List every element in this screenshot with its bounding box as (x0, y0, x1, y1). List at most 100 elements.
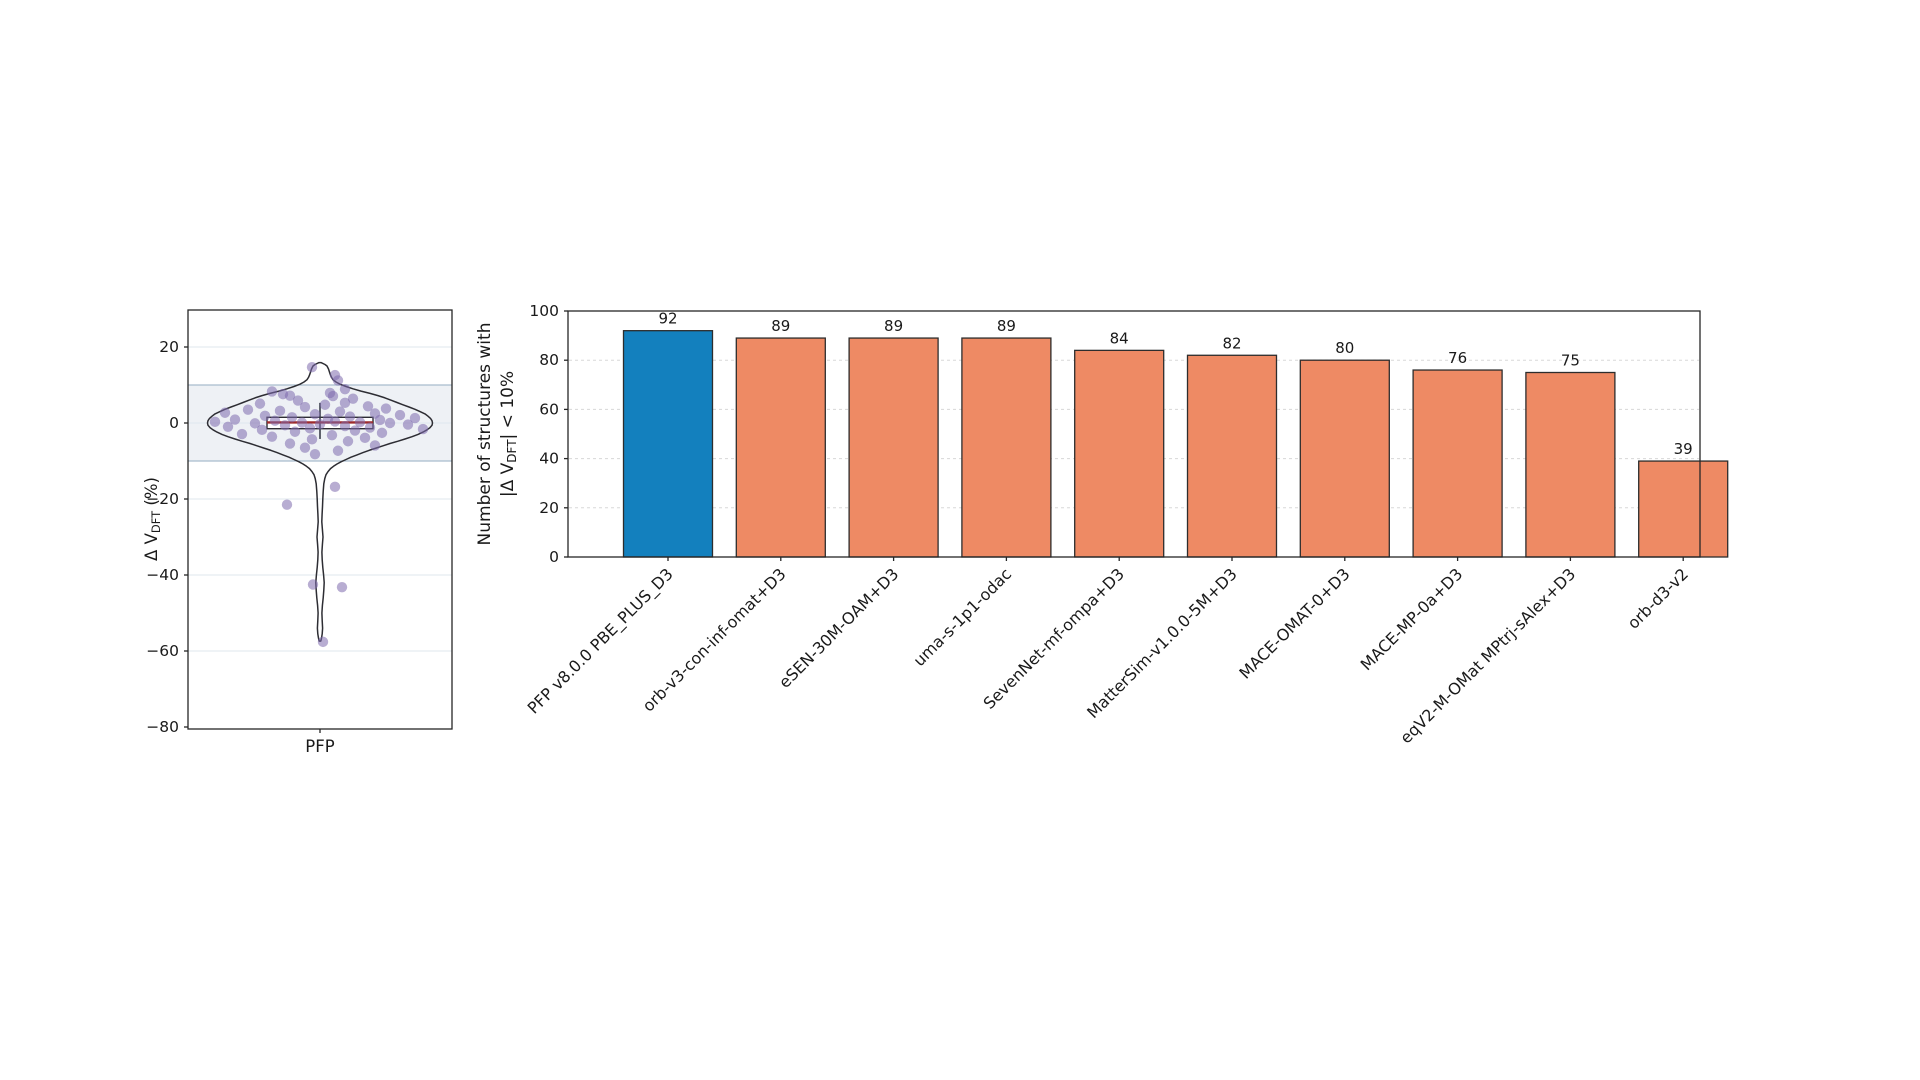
data-point (417, 423, 429, 435)
data-point (209, 416, 221, 428)
data-point (402, 419, 414, 430)
y-tick-label: 0 (549, 548, 559, 566)
y-tick-label: −40 (146, 566, 179, 584)
y-tick-label: −20 (146, 490, 179, 508)
data-point (347, 393, 359, 404)
data-point (332, 375, 344, 386)
y-tick-label: 100 (529, 302, 559, 320)
bar (735, 337, 826, 558)
data-point (236, 428, 248, 440)
bar (1074, 349, 1165, 558)
data-point (266, 386, 278, 397)
data-point (362, 401, 374, 412)
data-point (274, 405, 286, 417)
data-point (339, 397, 351, 409)
bar (622, 330, 714, 558)
data-point (299, 401, 311, 413)
data-point (222, 421, 234, 432)
bar-value-label: 89 (771, 317, 790, 335)
data-point (307, 579, 319, 590)
data-point (327, 390, 339, 402)
bar (961, 337, 1052, 558)
y-axis-label-line2: |Δ VDFT| < 10% (498, 371, 519, 497)
data-point (339, 383, 351, 395)
x-tick-label: eSEN-30M-OAM+D3 (775, 564, 902, 691)
y-tick-label: 40 (539, 450, 559, 468)
data-point (306, 434, 318, 445)
data-point (306, 361, 318, 373)
data-point (354, 417, 366, 428)
bar-value-label: 75 (1561, 352, 1580, 370)
data-point (317, 636, 329, 648)
data-point (266, 431, 278, 442)
data-point (309, 448, 321, 460)
data-point (380, 403, 392, 414)
x-tick-label: eqV2-M-OMat MPtrj-sAlex+D3 (1396, 564, 1579, 747)
bar-value-label: 39 (1674, 440, 1693, 458)
bar-value-label: 76 (1448, 349, 1467, 367)
bar-value-label: 84 (1110, 329, 1129, 347)
data-point (369, 440, 381, 451)
bar (1299, 359, 1390, 558)
bar-value-label: 82 (1222, 334, 1241, 352)
x-tick-label: uma-s-1p1-odac (909, 564, 1015, 670)
x-tick-label: MACE-OMAT-0+D3 (1235, 564, 1353, 682)
data-point (314, 418, 326, 430)
data-point (339, 420, 351, 432)
bar-value-label: 89 (884, 317, 903, 335)
data-point (329, 481, 341, 493)
data-point (254, 398, 266, 409)
y-tick-label: 20 (539, 499, 559, 517)
data-point (284, 438, 296, 449)
data-point (281, 499, 293, 510)
data-point (256, 424, 268, 436)
axes-spines (567, 310, 1701, 558)
bar (848, 337, 939, 558)
data-point (249, 418, 261, 429)
bar (1638, 460, 1729, 558)
data-point (349, 425, 361, 436)
bar-value-label: 92 (658, 310, 677, 328)
data-point (296, 417, 308, 428)
data-point (329, 416, 341, 427)
y-tick-label: 0 (169, 414, 179, 432)
data-point (319, 399, 331, 410)
data-point (376, 427, 388, 439)
y-axis-label: Δ VDFT (%) (142, 477, 163, 561)
bar (1525, 371, 1616, 558)
data-point (409, 412, 421, 424)
data-point (364, 422, 376, 433)
x-tick-label: MACE-MP-0a+D3 (1357, 564, 1467, 674)
y-tick-label: 80 (539, 351, 559, 369)
y-tick-label: 20 (159, 338, 179, 356)
data-point (304, 423, 316, 434)
data-point (359, 432, 371, 444)
data-point (394, 409, 406, 421)
data-point (332, 445, 344, 456)
y-axis-label-line1: Number of structures with (475, 323, 495, 546)
data-point (286, 412, 298, 423)
data-point (229, 414, 241, 425)
y-tick-label: 60 (539, 400, 559, 418)
data-point (242, 404, 254, 415)
data-point (374, 414, 386, 426)
data-point (219, 407, 231, 418)
violin-plot: 20 0 −20 −40 −60 −80 PFP Δ VDFT (%) (142, 309, 453, 756)
bar-value-label: 80 (1335, 339, 1354, 357)
data-point (384, 417, 396, 429)
data-point (326, 429, 338, 441)
data-point (342, 436, 354, 447)
bar (1186, 354, 1278, 558)
axes-spines (187, 309, 453, 730)
y-tick-label: −80 (146, 718, 179, 736)
data-point (259, 410, 271, 421)
bar (1412, 369, 1503, 558)
data-point (299, 442, 311, 453)
bar-value-label: 89 (997, 317, 1016, 335)
data-point (279, 420, 291, 431)
data-point (292, 395, 304, 406)
x-tick-label: PFP (305, 737, 334, 756)
